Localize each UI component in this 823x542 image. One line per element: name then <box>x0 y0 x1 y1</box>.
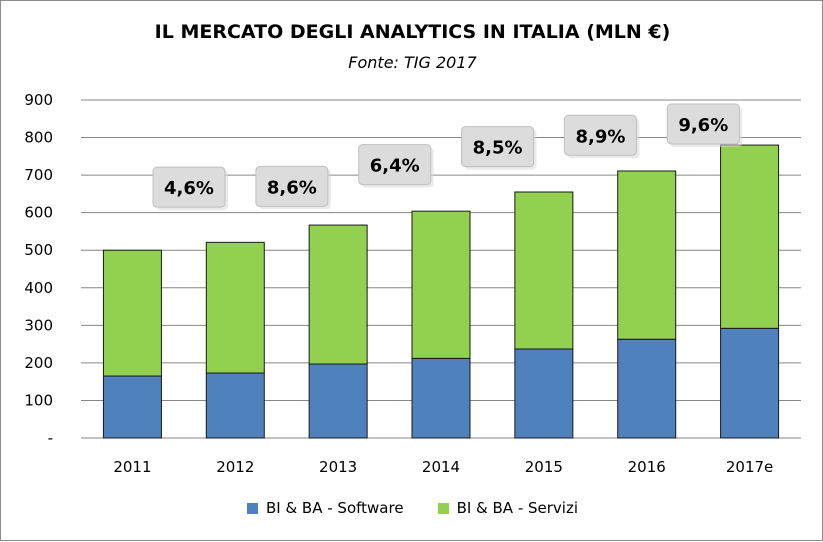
growth-label-text: 6,4% <box>370 156 420 177</box>
x-tick-label: 2017e <box>726 458 773 476</box>
bar-software <box>617 338 677 439</box>
y-tick-label: 700 <box>24 166 53 184</box>
y-tick-label: 400 <box>24 279 53 297</box>
growth-label-text: 8,6% <box>267 177 317 198</box>
growth-label-box <box>563 114 637 156</box>
bar-servizi <box>514 191 574 350</box>
chart-title: IL MERCATO DEGLI ANALYTICS IN ITALIA (ML… <box>154 21 671 43</box>
bar-servizi <box>205 241 265 374</box>
legend-item-servizi: BI & BA - Servizi <box>437 499 579 517</box>
x-tick-label: 2012 <box>216 458 254 476</box>
legend: BI & BA - Software BI & BA - Servizi <box>1 499 823 517</box>
y-tick-label: 800 <box>24 129 53 147</box>
legend-swatch-servizi <box>437 502 449 514</box>
bar-software <box>205 372 265 439</box>
y-tick-label: 500 <box>24 241 53 259</box>
growth-label: 6,4% <box>358 144 434 188</box>
bar-servizi <box>411 210 471 359</box>
y-tick-label: 600 <box>24 204 53 222</box>
y-tick-label: 200 <box>24 354 53 372</box>
y-tick-label: - <box>48 429 53 447</box>
growth-label-box <box>461 126 535 168</box>
x-tick-label: 2013 <box>319 458 357 476</box>
legend-label-software: BI & BA - Software <box>265 499 404 517</box>
growth-label-text: 8,9% <box>575 126 625 147</box>
growth-label-box <box>152 166 226 208</box>
growth-label-box <box>358 144 432 186</box>
growth-label: 9,6% <box>666 103 743 148</box>
growth-label: 8,6% <box>255 165 331 210</box>
bar-servizi <box>102 249 162 377</box>
bar-servizi <box>720 144 780 329</box>
bar-software <box>308 363 368 439</box>
bar-software <box>102 375 162 439</box>
legend-item-software: BI & BA - Software <box>246 499 404 517</box>
x-tick-label: 2016 <box>628 458 666 476</box>
legend-swatch-software <box>246 502 258 514</box>
x-tick-label: 2011 <box>113 458 151 476</box>
bar-software <box>411 357 471 439</box>
growth-label-text: 4,6% <box>164 178 214 199</box>
bar-servizi <box>617 170 677 340</box>
y-tick-label: 900 <box>24 91 53 109</box>
growth-label-text: 9,6% <box>678 115 728 136</box>
growth-label-box <box>666 103 740 145</box>
y-tick-label: 100 <box>24 391 53 409</box>
growth-label: 8,5% <box>461 126 537 170</box>
bar-software <box>720 327 780 439</box>
bar-software <box>514 348 574 439</box>
growth-label-box <box>255 165 329 207</box>
growth-label-text: 8,5% <box>473 138 523 159</box>
legend-label-servizi: BI & BA - Servizi <box>456 499 579 517</box>
growth-label: 8,9% <box>563 114 640 159</box>
chart-subtitle: Fonte: TIG 2017 <box>348 53 477 72</box>
x-tick-label: 2014 <box>422 458 460 476</box>
x-tick-label: 2015 <box>525 458 563 476</box>
bar-servizi <box>308 224 368 365</box>
y-tick-label: 300 <box>24 316 53 334</box>
growth-label: 4,6% <box>152 166 228 211</box>
